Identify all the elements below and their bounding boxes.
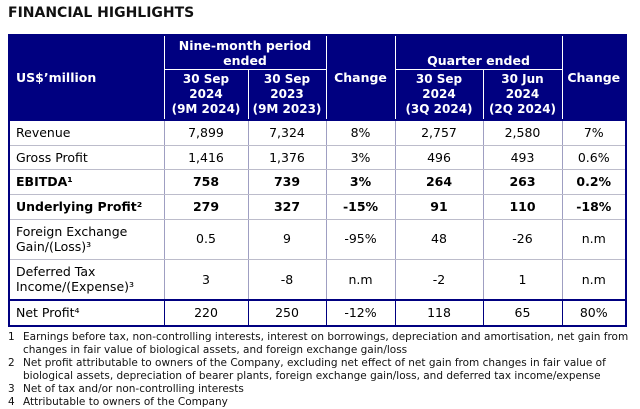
value-cell: 2,757 (394, 119, 484, 146)
value-cell: 327 (247, 193, 327, 220)
change-header-nine-month: Change (325, 34, 396, 121)
value-cell: -2 (394, 258, 484, 301)
table-row-ebitda: EBITDA¹ 758 739 3% 264 263 0.2% (8, 169, 627, 195)
value-cell: -8 (247, 258, 327, 301)
footnote-text: Net of tax and/or non-controlling intere… (23, 383, 244, 396)
value-cell: 1 (482, 258, 563, 301)
footnote-text: Earnings before tax, non-controlling int… (23, 330, 629, 356)
value-cell: 493 (482, 144, 563, 171)
value-cell: 7,324 (247, 119, 327, 146)
footnote-text: Net profit attributable to owners of the… (23, 356, 606, 382)
table-row-net-profit: Net Profit⁴ 220 250 -12% 118 65 80% (8, 299, 627, 327)
value-cell: 7% (561, 119, 627, 146)
footnote-number: 1 (8, 330, 15, 343)
value-cell: 110 (482, 193, 563, 220)
value-cell: -26 (482, 218, 563, 260)
value-cell: 7,899 (163, 119, 249, 146)
value-cell: -95% (325, 218, 396, 260)
column-header-9m-2024: 30 Sep 2024 (9M 2024) (163, 69, 249, 121)
footnote-3: 3 Net of tax and/or non-controlling inte… (8, 383, 632, 396)
footnote-number: 3 (8, 383, 15, 396)
value-cell: n.m (561, 218, 627, 260)
value-cell: 739 (247, 169, 327, 195)
footnote-number: 2 (8, 356, 15, 369)
nine-month-group-header: Nine-month period ended (163, 34, 327, 70)
table-row-deferred-tax: Deferred Tax Income/(Expense)³ 3 -8 n.m … (8, 258, 627, 301)
footnote-4: 4 Attributable to owners of the Company (8, 396, 632, 409)
footnote-number: 4 (8, 396, 15, 409)
page-title: FINANCIAL HIGHLIGHTS (8, 5, 195, 21)
unit-label-cell: US$’million (8, 34, 165, 121)
table-row-underlying-profit: Underlying Profit² 279 327 -15% 91 110 -… (8, 193, 627, 220)
row-label: Revenue (8, 119, 165, 146)
value-cell: 8% (325, 119, 396, 146)
value-cell: 1,416 (163, 144, 249, 171)
value-cell: 496 (394, 144, 484, 171)
value-cell: 1,376 (247, 144, 327, 171)
table-body: Revenue 7,899 7,324 8% 2,757 2,580 7% Gr… (8, 119, 627, 327)
value-cell: -15% (325, 193, 396, 220)
change-header-quarter: Change (561, 34, 627, 121)
header-group-row: US$’million Nine-month period ended Chan… (8, 34, 627, 121)
value-cell: 2,580 (482, 119, 563, 146)
value-cell: 9 (247, 218, 327, 260)
value-cell: 264 (394, 169, 484, 195)
row-label: Deferred Tax Income/(Expense)³ (8, 258, 165, 301)
value-cell: 118 (394, 299, 484, 327)
quarter-group-header: Quarter ended (394, 34, 563, 70)
footnotes: 1 Earnings before tax, non-controlling i… (8, 331, 632, 409)
value-cell: -12% (325, 299, 396, 327)
value-cell: 279 (163, 193, 249, 220)
row-label: Gross Profit (8, 144, 165, 171)
financial-highlights-table: US$’million Nine-month period ended Chan… (8, 34, 627, 327)
value-cell: 0.5 (163, 218, 249, 260)
value-cell: 0.6% (561, 144, 627, 171)
value-cell: 250 (247, 299, 327, 327)
value-cell: 758 (163, 169, 249, 195)
row-label: EBITDA¹ (8, 169, 165, 195)
table-row-revenue: Revenue 7,899 7,324 8% 2,757 2,580 7% (8, 119, 627, 146)
value-cell: 0.2% (561, 169, 627, 195)
value-cell: n.m (325, 258, 396, 301)
value-cell: 48 (394, 218, 484, 260)
value-cell: 3% (325, 144, 396, 171)
header-sub-row: 30 Sep 2024 (9M 2024) 30 Sep 2023 (9M 20… (9, 69, 626, 121)
footnote-1: 1 Earnings before tax, non-controlling i… (8, 331, 632, 357)
table-header: US$’million Nine-month period ended Chan… (8, 34, 627, 121)
value-cell: 220 (163, 299, 249, 327)
value-cell: -18% (561, 193, 627, 220)
row-label: Net Profit⁴ (8, 299, 165, 327)
column-header-3q-2024: 30 Sep 2024 (3Q 2024) (394, 69, 484, 121)
value-cell: 263 (482, 169, 563, 195)
value-cell: 3% (325, 169, 396, 195)
column-header-2q-2024: 30 Jun 2024 (2Q 2024) (482, 69, 563, 121)
table-row-gross-profit: Gross Profit 1,416 1,376 3% 496 493 0.6% (8, 144, 627, 171)
value-cell: n.m (561, 258, 627, 301)
footnote-text: Attributable to owners of the Company (23, 396, 228, 409)
footnote-2: 2 Net profit attributable to owners of t… (8, 357, 632, 383)
value-cell: 91 (394, 193, 484, 220)
row-label: Foreign Exchange Gain/(Loss)³ (8, 218, 165, 260)
table-row-foreign-exchange: Foreign Exchange Gain/(Loss)³ 0.5 9 -95%… (8, 218, 627, 260)
value-cell: 80% (561, 299, 627, 327)
value-cell: 65 (482, 299, 563, 327)
row-label: Underlying Profit² (8, 193, 165, 220)
value-cell: 3 (163, 258, 249, 301)
column-header-9m-2023: 30 Sep 2023 (9M 2023) (247, 69, 327, 121)
